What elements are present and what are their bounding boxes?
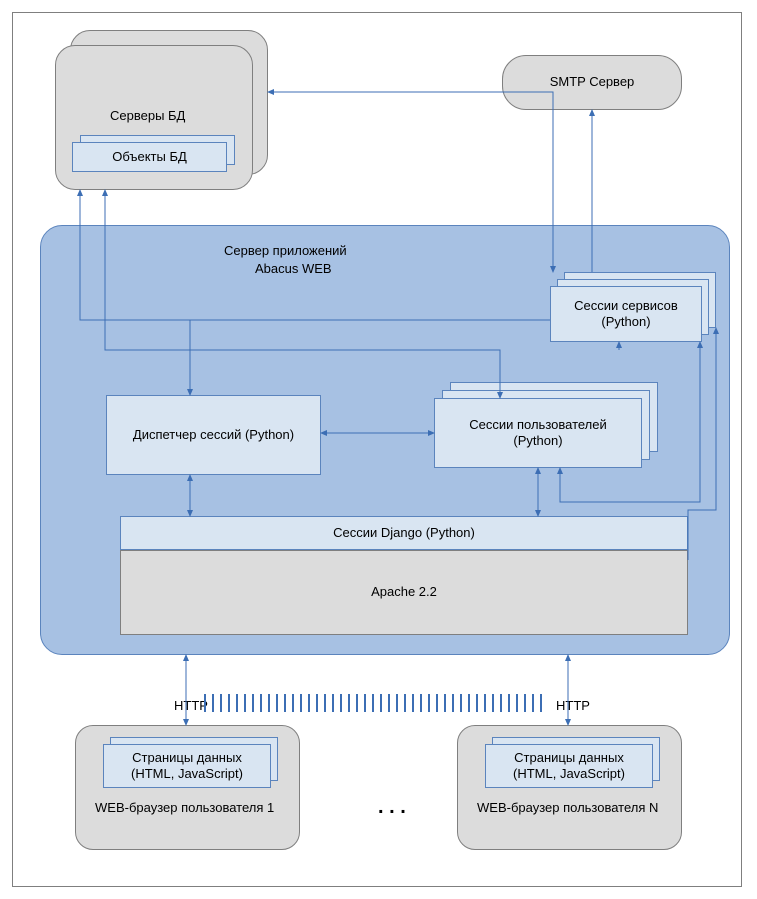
http-label-n: HTTP xyxy=(552,698,594,714)
apache-server: Apache 2.2 xyxy=(120,550,688,635)
browser-n-pages: Страницы данных(HTML, JavaScript) xyxy=(485,744,653,788)
http-label-1: HTTP xyxy=(170,698,212,714)
appserver-title-1: Сервер приложений xyxy=(224,243,347,259)
service-sessions: Сессии сервисов(Python) xyxy=(550,286,702,342)
browser-1-pages: Страницы данных(HTML, JavaScript) xyxy=(103,744,271,788)
browser-1-label: WEB-браузер пользователя 1 xyxy=(95,800,274,816)
db-label: Серверы БД xyxy=(110,108,185,124)
appserver-title-2: Abacus WEB xyxy=(255,261,332,277)
browser-n-label: WEB-браузер пользователя N xyxy=(477,800,658,816)
django-sessions: Сессии Django (Python) xyxy=(120,516,688,550)
diagram-canvas: Сервер приложений Abacus WEB Серверы БД … xyxy=(0,0,757,899)
smtp-server: SMTP Сервер xyxy=(502,55,682,110)
ellipsis: . . . xyxy=(378,795,406,820)
user-sessions: Сессии пользователей(Python) xyxy=(434,398,642,468)
db-objects: Объекты БД xyxy=(72,142,227,172)
session-dispatcher: Диспетчер сессий (Python) xyxy=(106,395,321,475)
